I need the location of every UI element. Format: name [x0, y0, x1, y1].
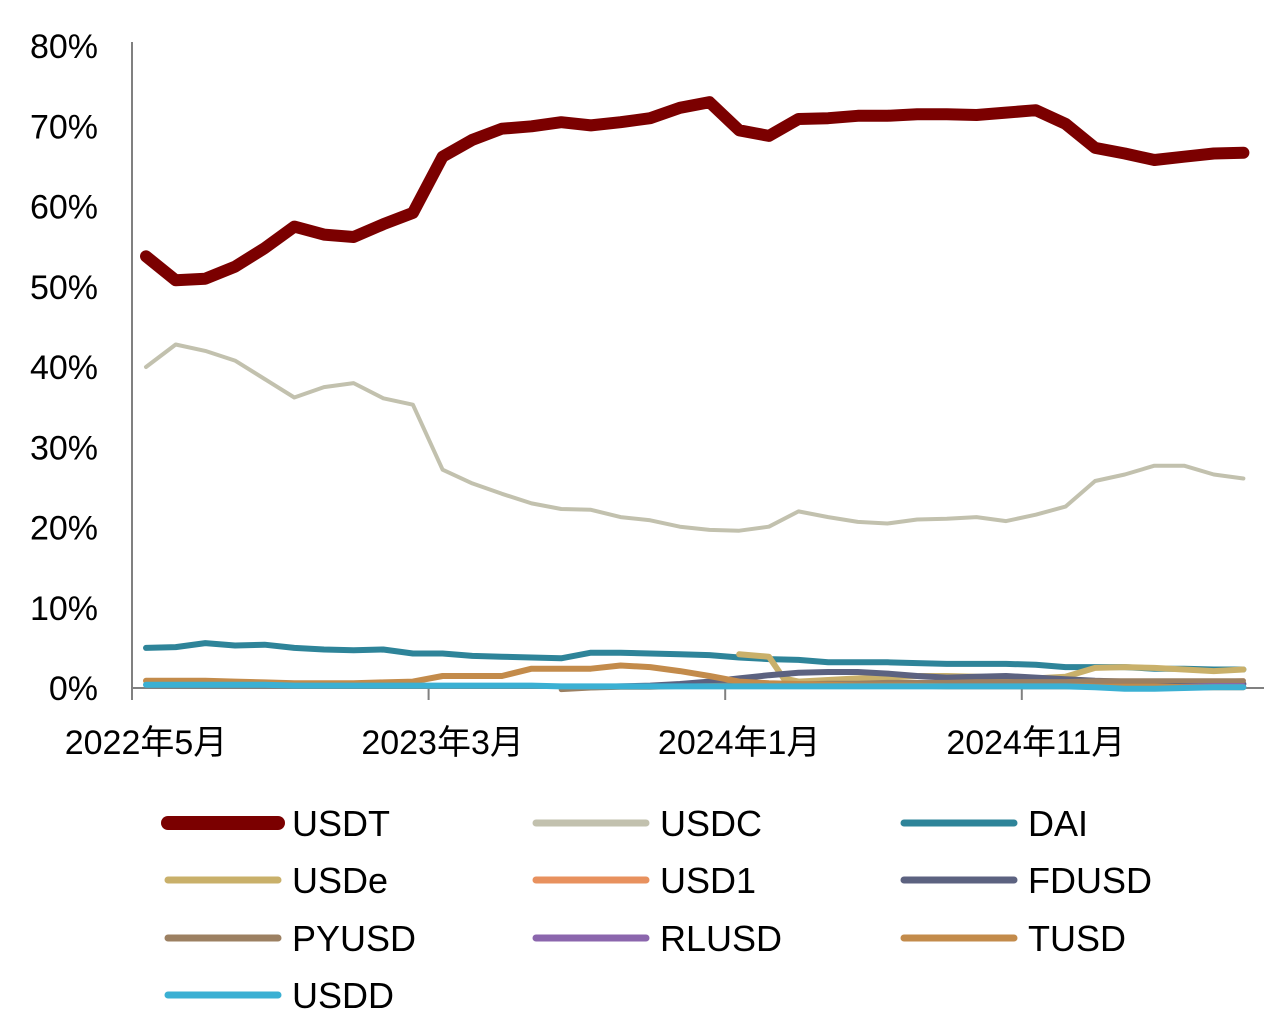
- legend-label: TUSD: [1028, 918, 1126, 959]
- legend-label: USDe: [292, 860, 388, 901]
- x-tick-label: 2024年11月: [946, 724, 1125, 762]
- legend-item-usde: USDe: [164, 860, 388, 901]
- legend-item-usdc: USDC: [532, 803, 762, 844]
- legend-item-usdt: USDT: [161, 803, 390, 844]
- legend-label: USDT: [292, 803, 390, 844]
- legend-item-tusd: TUSD: [900, 918, 1126, 959]
- legend-label: USD1: [660, 860, 756, 901]
- series-lines: [140, 96, 1250, 693]
- legend-item-fdusd: FDUSD: [900, 860, 1152, 901]
- legend-item-dai: DAI: [900, 803, 1088, 844]
- legend-label: PYUSD: [292, 918, 416, 959]
- y-tick-label: 20%: [30, 510, 98, 548]
- y-tick-label: 10%: [30, 590, 98, 628]
- series-line-usdc: [144, 342, 1246, 533]
- legend-label: RLUSD: [660, 918, 782, 959]
- x-tick-label: 2023年3月: [361, 724, 524, 762]
- legend-label: USDC: [660, 803, 762, 844]
- legend-item-usd1: USD1: [532, 860, 756, 901]
- y-tick-label: 0%: [49, 670, 98, 708]
- series-line-usdt: [140, 96, 1250, 287]
- legend-label: DAI: [1028, 803, 1088, 844]
- legend-item-rlusd: RLUSD: [532, 918, 782, 959]
- x-tick-label: 2022年5月: [65, 724, 228, 762]
- series-line-dai: [143, 640, 1247, 673]
- y-tick-label: 30%: [30, 429, 98, 467]
- axes: 0% 10% 20% 30% 40% 50% 60% 70% 80% 2022年5月 2023年3月…: [30, 28, 1264, 762]
- x-tick-label: 2024年1月: [658, 724, 821, 762]
- legend-label: USDD: [292, 975, 394, 1016]
- series-line-usdd: [143, 681, 1247, 692]
- legend-item-pyusd: PYUSD: [164, 918, 416, 959]
- y-tick-label: 50%: [30, 269, 98, 307]
- legend: USDT USDC DAI USDe USD1 FDUSD PYUSD RLUSD TUSD US…: [161, 803, 1152, 1016]
- y-tick-label: 70%: [30, 108, 98, 146]
- legend-label: FDUSD: [1028, 860, 1152, 901]
- y-tick-label: 60%: [30, 189, 98, 227]
- y-tick-label: 40%: [30, 349, 98, 387]
- legend-item-usdd: USDD: [164, 975, 394, 1016]
- y-tick-label: 80%: [30, 28, 98, 66]
